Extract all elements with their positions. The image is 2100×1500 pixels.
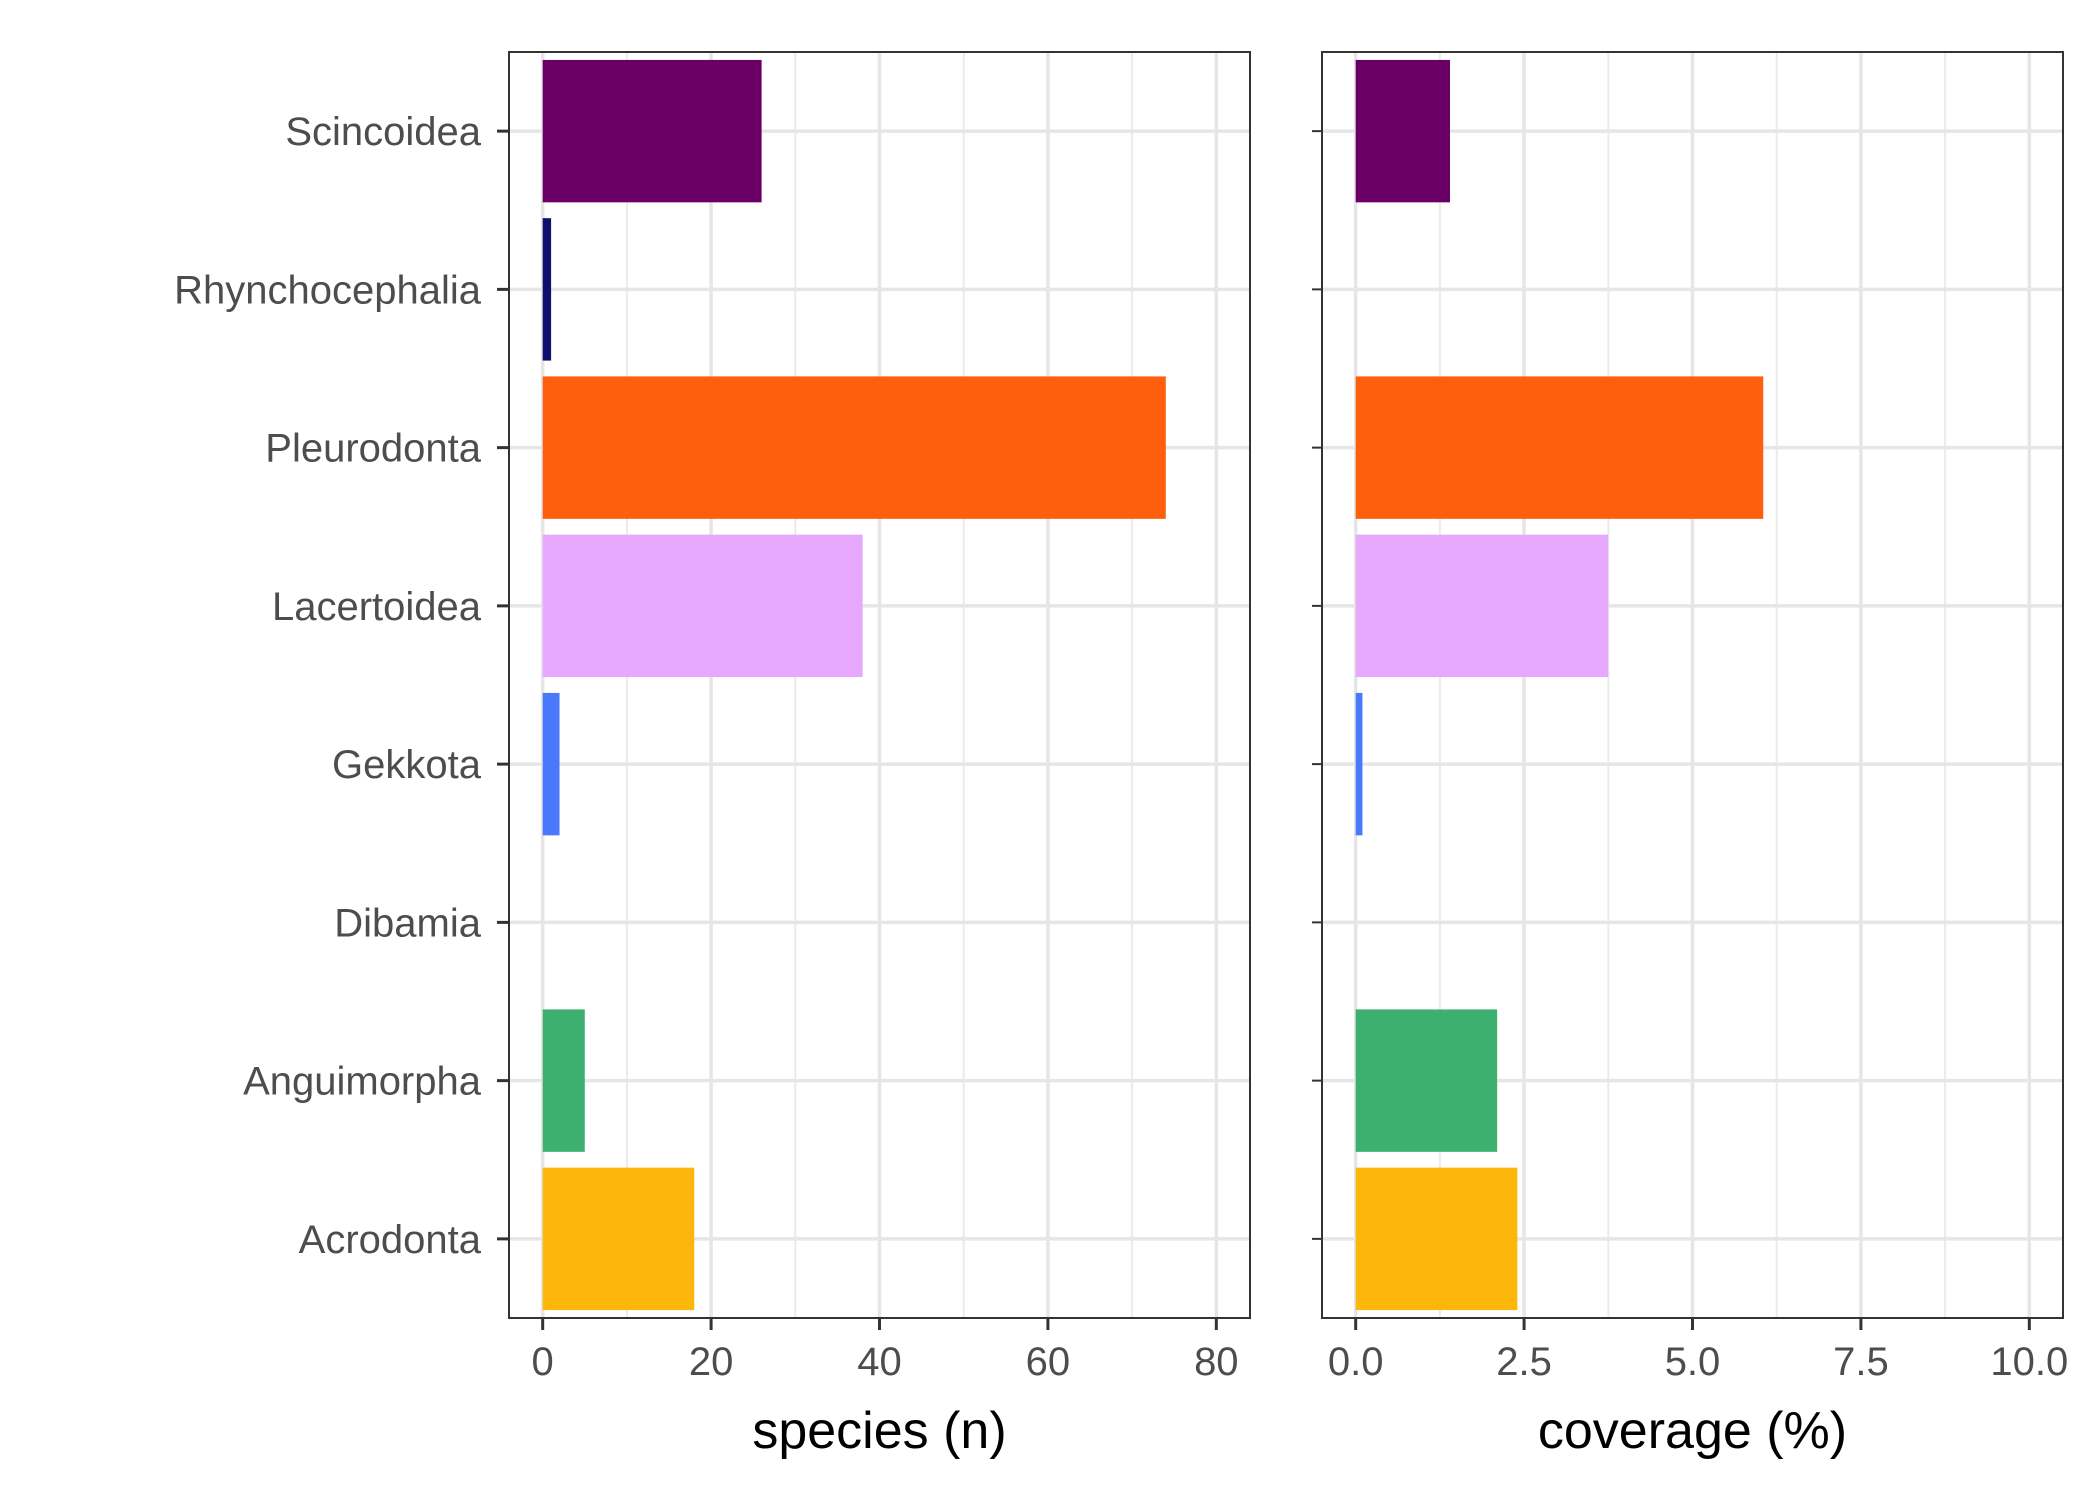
bar-scincoidea [1355, 59, 1450, 203]
coverage-panel: 0.0 2.5 5.0 7.5 10.0 coverage (%) [1321, 51, 2068, 1460]
bar-anguimorpha [1355, 1009, 1498, 1152]
x-tick-label: 40 [857, 1340, 902, 1384]
category-label-acrodonta: Acrodonta [299, 1218, 482, 1262]
bar-scincoidea [542, 59, 762, 203]
x-tick-label: 60 [1026, 1340, 1071, 1384]
x-axis-title: coverage (%) [1538, 1402, 1847, 1460]
category-label-dibamia: Dibamia [334, 901, 481, 945]
x-tick-label: 5.0 [1665, 1340, 1721, 1384]
category-label-anguimorpha: Anguimorpha [243, 1060, 482, 1104]
x-axis-title: species (n) [752, 1402, 1006, 1460]
category-label-lacertoidea: Lacertoidea [272, 585, 482, 629]
bar-rhynchocephalia [542, 218, 552, 361]
category-label-rhynchocephalia: Rhynchocephalia [174, 268, 482, 312]
bar-lacertoidea [542, 534, 863, 678]
x-tick-label: 7.5 [1833, 1340, 1889, 1384]
bar-anguimorpha [542, 1009, 585, 1152]
x-tick-label: 0 [532, 1340, 554, 1384]
bar-gekkota [542, 692, 560, 836]
x-tick-label: 0.0 [1328, 1340, 1384, 1384]
x-tick-label: 10.0 [1990, 1340, 2068, 1384]
category-axis: Scincoidea Rhynchocephalia Pleurodonta Lace… [174, 110, 1322, 1262]
bar-acrodonta [1355, 1167, 1518, 1311]
bar-pleurodonta [542, 376, 1166, 519]
bar-acrodonta [542, 1167, 695, 1311]
bar-gekkota [1355, 692, 1363, 836]
x-tick-label: 2.5 [1496, 1340, 1552, 1384]
category-label-gekkota: Gekkota [332, 743, 482, 787]
x-tick-label: 20 [689, 1340, 734, 1384]
bar-lacertoidea [1355, 534, 1609, 678]
category-label-pleurodonta: Pleurodonta [265, 427, 481, 471]
x-tick-label: 80 [1194, 1340, 1239, 1384]
species-panel: 0 20 40 60 80 species (n) [508, 51, 1251, 1460]
category-label-scincoidea: Scincoidea [285, 110, 481, 154]
bar-pleurodonta [1355, 376, 1764, 519]
